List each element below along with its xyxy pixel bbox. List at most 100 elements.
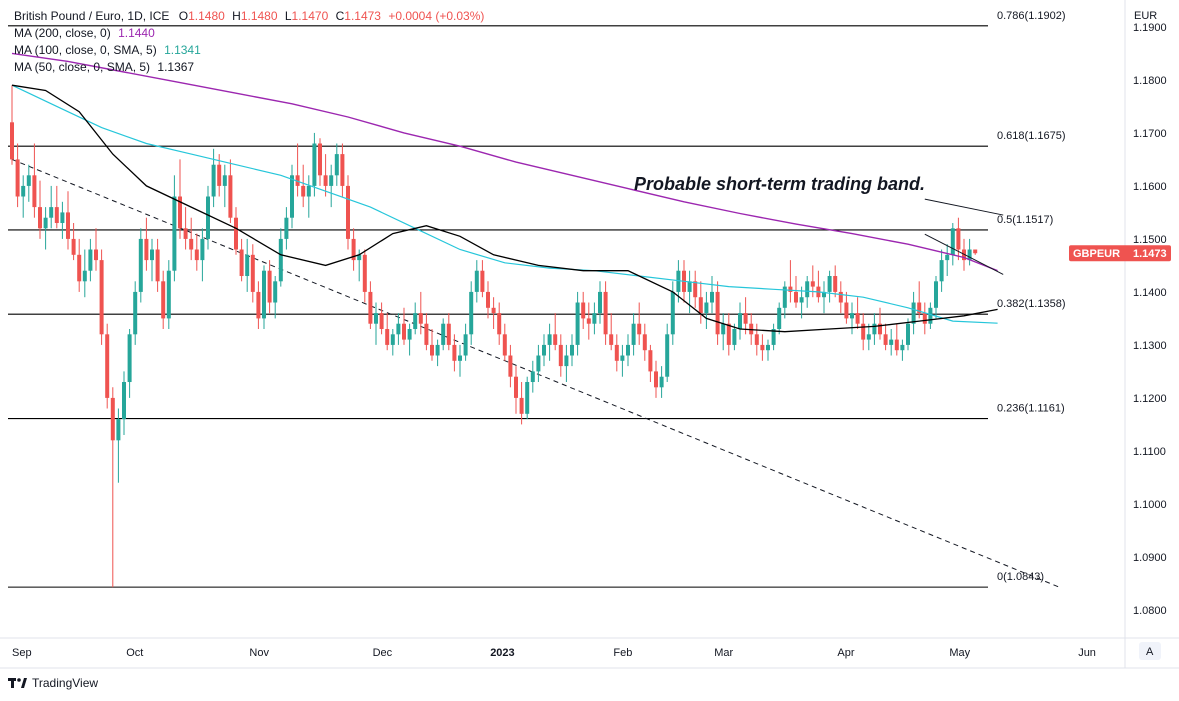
candle-body [614,344,619,361]
candle-body [480,270,485,292]
candle-body [810,281,815,287]
x-tick-label: Nov [249,647,269,659]
ma200-label: MA (200, close, 0) [14,26,111,40]
ma100-row[interactable]: MA (100, close, 0, SMA, 5) 1.1341 [14,42,484,59]
candle-body [362,254,367,292]
candle-body [452,344,457,361]
candle-body [138,238,143,292]
candle-body [659,376,664,388]
ma100-line [11,84,998,324]
candle-body [301,185,306,197]
candle-body [536,355,541,372]
y-tick-label: 1.0900 [1133,552,1167,564]
ohlc-open-label: O [178,9,189,23]
ohlc-close-label: C [335,9,345,23]
y-tick-label: 1.1500 [1133,234,1167,246]
x-tick-label: Mar [714,647,733,659]
candle-body [581,302,586,319]
candle-body [77,254,82,282]
candle-body [379,313,384,330]
candle-body [295,175,300,186]
y-tick-label: 1.1700 [1133,128,1167,140]
candle-body [407,329,412,340]
candle-body [631,323,636,345]
candle-body [950,228,955,255]
ma50-row[interactable]: MA (50, close, 0, SMA, 5) 1.1367 [14,59,484,76]
candle-body [161,281,166,319]
candle-body [178,196,182,229]
ohlc-close: 1.1473 [344,9,381,23]
candle-body [222,175,227,186]
candle-body [878,323,882,335]
candle-body [838,291,843,303]
candle-body [827,276,832,292]
auto-scale-button[interactable] [1139,642,1161,660]
candle-body [396,323,401,335]
candle-body [306,185,311,197]
candle-body [788,286,793,292]
candle-body [799,297,804,303]
ma50-line [11,84,998,333]
candle-body [715,291,720,335]
candle-body [486,291,490,308]
candle-body [245,254,250,277]
candle-body [424,323,429,345]
candle-body [228,175,233,218]
candle-body [766,344,770,351]
ma200-line [11,52,998,272]
tradingview-logo-icon [8,678,27,688]
candle-body [357,254,362,261]
candle-body [844,302,849,319]
candle-body [508,355,513,377]
ma200-value: 1.1440 [118,26,155,40]
candle-body [648,350,653,372]
y-tick-label: 1.1100 [1133,446,1166,458]
candle-body [530,371,535,383]
candle-body [833,276,838,292]
candle-body [133,291,138,335]
candle-body [94,249,98,261]
candle-body [642,334,647,351]
x-tick-label: Jun [1078,647,1096,659]
ma200-row[interactable]: MA (200, close, 0) 1.1440 [14,25,484,42]
candle-body [368,291,373,324]
ma50-value: 1.1367 [157,60,195,74]
fib-level-label: 0.618(1.1675) [997,130,1066,142]
x-tick-label: May [949,647,970,659]
candle-body [155,249,160,282]
ohlc-open: 1.1480 [188,9,225,23]
candle-body [710,291,714,303]
candle-body [374,313,378,324]
candle-body [430,344,434,356]
candle-body [194,249,199,261]
candle-body [900,344,905,351]
candle-body [928,307,933,324]
candle-body [598,291,602,314]
candle-body [586,318,591,324]
candle-body [939,260,944,282]
candle-body [402,323,406,340]
annotation-text: Probable short-term trading band. [634,174,925,194]
ma100-value: 1.1341 [164,43,201,57]
symbol-row: British Pound / Euro, 1D, ICE O1.1480 H1… [14,8,484,25]
candle-body [687,281,692,292]
candle-body [670,291,675,335]
trading-band-line [924,198,1004,216]
candle-body [575,302,580,345]
candle-body [906,323,910,345]
fib-level-label: 0.786(1.1902) [997,10,1066,22]
candle-body [150,249,154,261]
candle-body [883,334,888,345]
candle-body [693,281,698,298]
ohlc-low-label: L [284,9,292,23]
candle-body [973,249,978,254]
currency-label: EUR [1134,10,1157,22]
tradingview-brand[interactable]: TradingView [8,676,98,690]
candle-body [217,164,222,186]
candle-body [189,238,194,250]
candle-body [850,313,854,319]
candle-body [676,270,681,292]
candle-body [458,355,462,361]
